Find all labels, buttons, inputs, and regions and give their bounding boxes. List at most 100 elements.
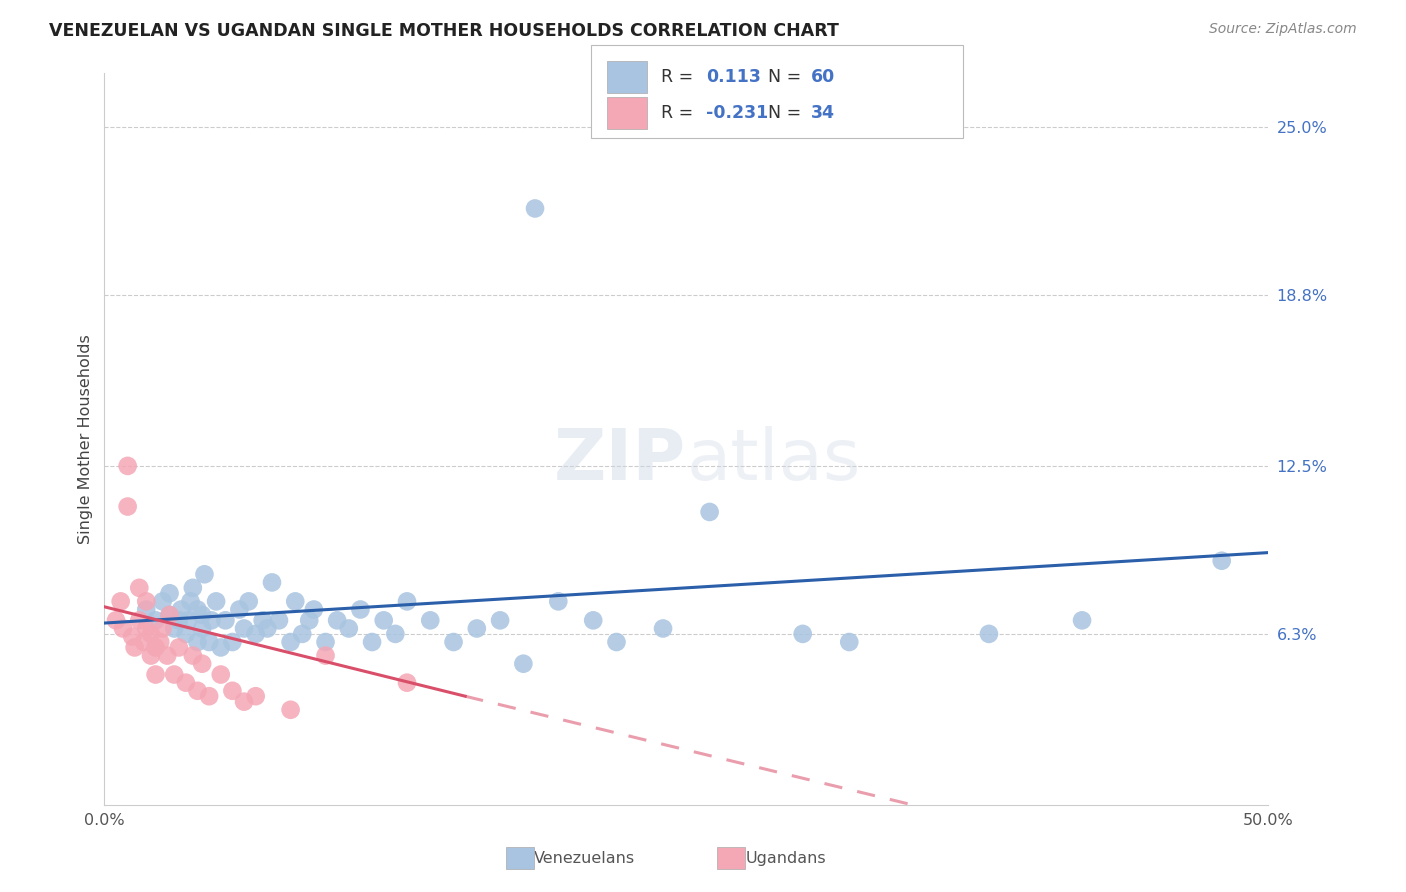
Point: [163, 622, 186, 636]
Point: [159, 586, 181, 600]
Point: [315, 648, 337, 663]
Point: [361, 635, 384, 649]
Text: N =: N =: [768, 68, 807, 86]
Point: [582, 613, 605, 627]
Point: [128, 613, 150, 627]
Point: [228, 602, 250, 616]
Point: [233, 622, 256, 636]
Text: -0.231: -0.231: [706, 104, 768, 122]
Point: [384, 627, 406, 641]
Point: [174, 627, 197, 641]
Point: [209, 640, 232, 655]
Point: [174, 675, 197, 690]
Point: [205, 594, 228, 608]
Point: [167, 613, 190, 627]
Point: [267, 613, 290, 627]
Point: [111, 622, 134, 636]
Text: ZIP: ZIP: [554, 426, 686, 495]
Point: [699, 505, 721, 519]
Point: [152, 594, 174, 608]
Point: [186, 683, 208, 698]
Point: [159, 607, 181, 622]
Point: [145, 640, 167, 655]
Point: [135, 602, 157, 616]
Point: [198, 635, 221, 649]
Point: [135, 622, 157, 636]
Point: [489, 613, 512, 627]
Point: [124, 640, 146, 655]
Point: [200, 613, 222, 627]
Point: [105, 613, 128, 627]
Point: [652, 622, 675, 636]
Point: [395, 594, 418, 608]
Point: [177, 613, 200, 627]
Point: [145, 667, 167, 681]
Point: [233, 695, 256, 709]
Point: [186, 635, 208, 649]
Point: [132, 635, 155, 649]
Point: [252, 613, 274, 627]
Text: Ugandans: Ugandans: [745, 851, 825, 865]
Text: atlas: atlas: [686, 426, 860, 495]
Point: [181, 581, 204, 595]
Point: [238, 594, 260, 608]
Text: Venezuelans: Venezuelans: [534, 851, 636, 865]
Point: [284, 594, 307, 608]
Point: [245, 627, 267, 641]
Point: [152, 622, 174, 636]
Point: [524, 202, 547, 216]
Point: [191, 622, 214, 636]
Y-axis label: Single Mother Households: Single Mother Households: [79, 334, 93, 543]
Point: [139, 648, 162, 663]
Point: [547, 594, 569, 608]
Point: [337, 622, 360, 636]
Text: Source: ZipAtlas.com: Source: ZipAtlas.com: [1209, 22, 1357, 37]
Point: [443, 635, 465, 649]
Point: [605, 635, 627, 649]
Point: [145, 613, 167, 627]
Text: 34: 34: [811, 104, 835, 122]
Point: [209, 667, 232, 681]
Point: [167, 640, 190, 655]
Point: [977, 627, 1000, 641]
Point: [117, 458, 139, 473]
Point: [214, 613, 236, 627]
Point: [198, 690, 221, 704]
Point: [170, 602, 193, 616]
Text: R =: R =: [661, 104, 699, 122]
Point: [260, 575, 283, 590]
Point: [280, 635, 302, 649]
Point: [191, 657, 214, 671]
Point: [139, 627, 162, 641]
Point: [280, 703, 302, 717]
Point: [121, 630, 143, 644]
Point: [245, 690, 267, 704]
Point: [186, 602, 208, 616]
Point: [221, 683, 243, 698]
Point: [315, 635, 337, 649]
Point: [117, 500, 139, 514]
Point: [135, 594, 157, 608]
Point: [419, 613, 441, 627]
Point: [298, 613, 321, 627]
Point: [221, 635, 243, 649]
Point: [181, 648, 204, 663]
Text: R =: R =: [661, 68, 699, 86]
Point: [1211, 554, 1233, 568]
Point: [302, 602, 325, 616]
Text: 0.113: 0.113: [706, 68, 761, 86]
Point: [291, 627, 314, 641]
Point: [373, 613, 395, 627]
Point: [326, 613, 349, 627]
Point: [465, 622, 488, 636]
Point: [792, 627, 814, 641]
Point: [156, 648, 179, 663]
Point: [110, 594, 132, 608]
Point: [512, 657, 534, 671]
Text: 60: 60: [811, 68, 835, 86]
Point: [163, 667, 186, 681]
Point: [191, 607, 214, 622]
Text: VENEZUELAN VS UGANDAN SINGLE MOTHER HOUSEHOLDS CORRELATION CHART: VENEZUELAN VS UGANDAN SINGLE MOTHER HOUS…: [49, 22, 839, 40]
Point: [149, 635, 172, 649]
Point: [395, 675, 418, 690]
